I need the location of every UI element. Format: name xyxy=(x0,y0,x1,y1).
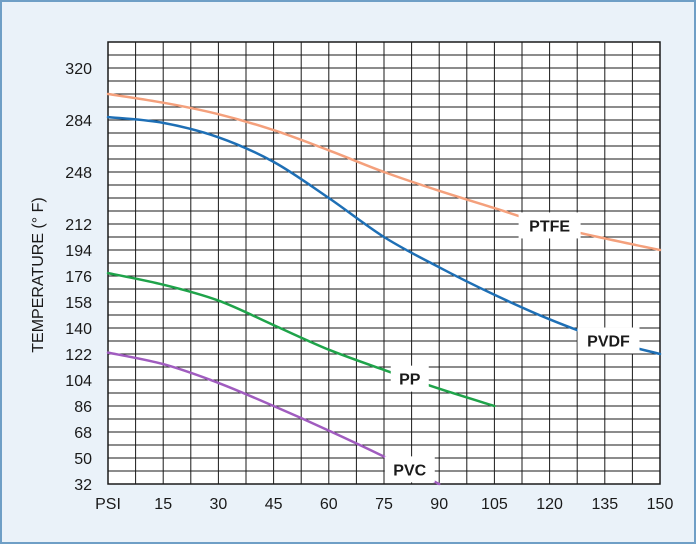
y-tick-label: 104 xyxy=(65,373,92,390)
y-tick-label: 248 xyxy=(65,165,92,182)
y-tick-label: 86 xyxy=(74,399,92,416)
series-label-plate-pvdf xyxy=(577,327,640,354)
series-label-ptfe: PTFE xyxy=(529,218,570,235)
y-tick-label: 158 xyxy=(65,295,92,312)
x-tick-label: 120 xyxy=(536,496,563,513)
plot-border xyxy=(107,41,661,485)
series-label-pvdf: PVDF xyxy=(587,334,630,351)
y-tick-label: 320 xyxy=(65,61,92,78)
y-tick-label: 176 xyxy=(65,269,92,286)
x-tick-label: PSI xyxy=(95,496,121,513)
x-tick-label: 135 xyxy=(591,496,618,513)
x-tick-label: 90 xyxy=(430,496,448,513)
y-axis-title: TEMPERATURE (° F) xyxy=(30,197,47,352)
x-tick-label: 15 xyxy=(154,496,172,513)
tick-labels: 32 50 68 86 104 122 140 158 176 194 212 248 284 320 PS… xyxy=(65,61,673,513)
y-tick-label: 284 xyxy=(65,113,92,130)
series-label-plate-ptfe xyxy=(518,212,581,239)
series-line-pp xyxy=(106,271,496,408)
x-tick-label: 105 xyxy=(481,496,508,513)
x-tick-label: 60 xyxy=(320,496,338,513)
series-line-pvc xyxy=(106,351,441,486)
series-labels: PTFE PVDF PP PVC xyxy=(384,212,640,483)
y-tick-label: 32 xyxy=(74,477,92,494)
y-tick-label: 194 xyxy=(65,243,92,260)
series-line-pvdf xyxy=(106,115,662,356)
y-tick-label: 212 xyxy=(65,217,92,234)
series-label-pvc: PVC xyxy=(393,462,426,479)
y-tick-label: 122 xyxy=(65,347,92,364)
series-label-plate-pp xyxy=(390,365,429,392)
x-tick-label: 150 xyxy=(647,496,674,513)
series-label-plate-pvc xyxy=(384,456,435,483)
x-tick-label: 45 xyxy=(265,496,283,513)
y-tick-label: 50 xyxy=(74,451,92,468)
y-tick-label: 140 xyxy=(65,321,92,338)
series-label-pp: PP xyxy=(399,372,421,389)
grid xyxy=(107,41,661,485)
x-tick-label: 30 xyxy=(210,496,228,513)
y-tick-label: 68 xyxy=(74,425,92,442)
x-tick-label: 75 xyxy=(375,496,393,513)
